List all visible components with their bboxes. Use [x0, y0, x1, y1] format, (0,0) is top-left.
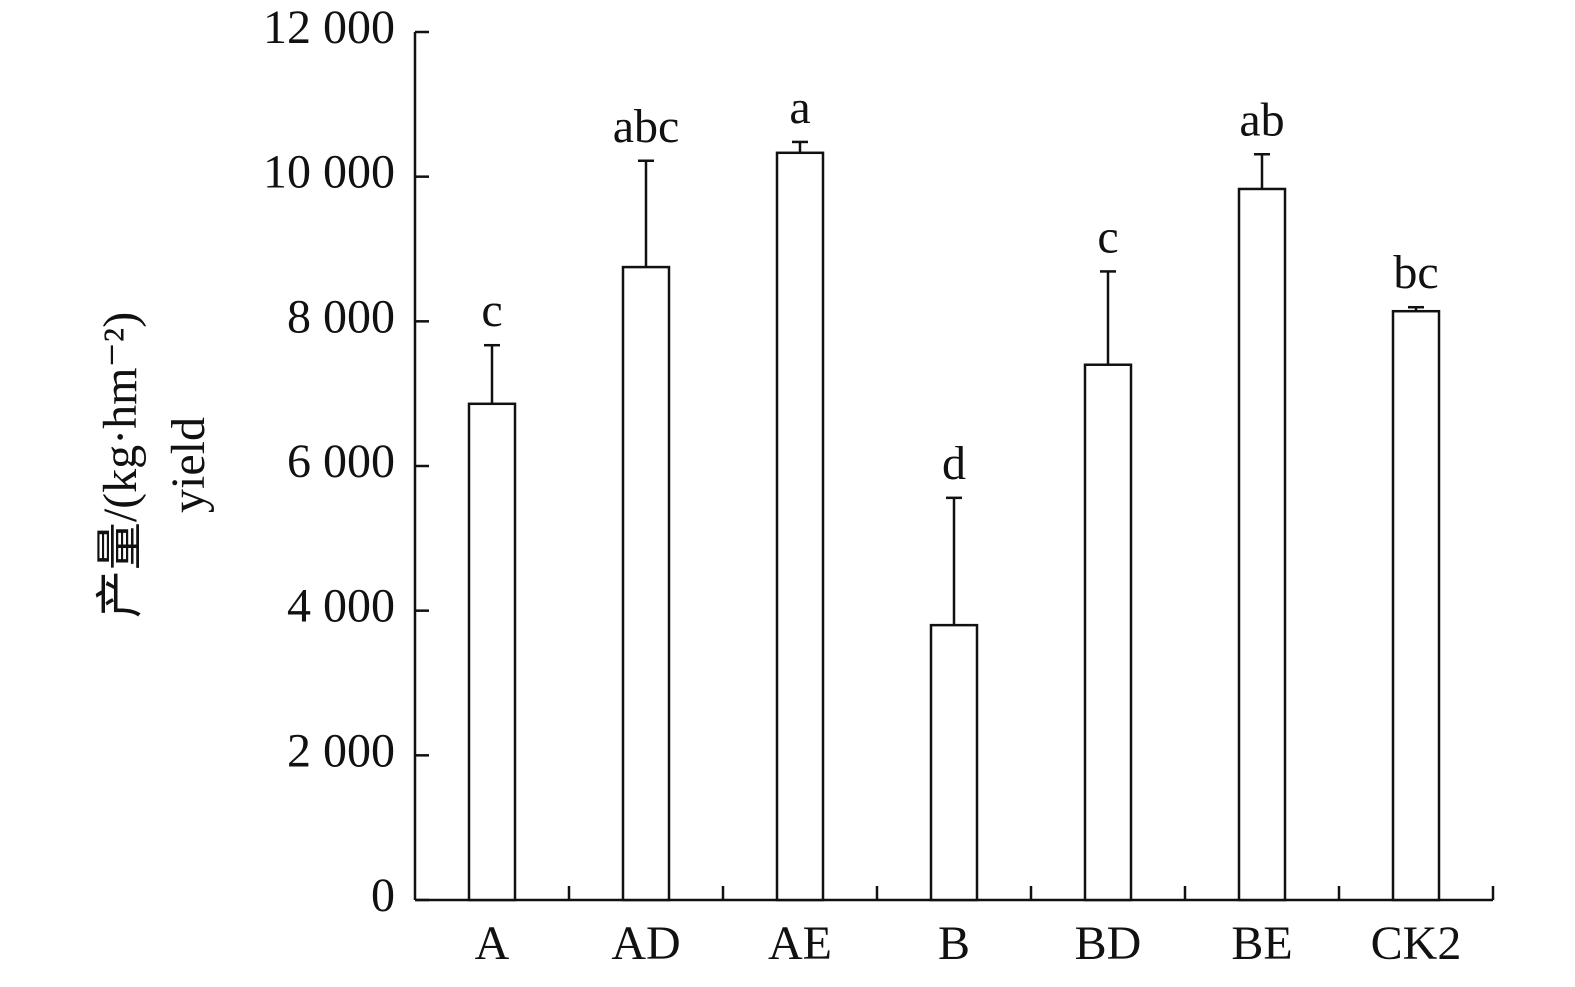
y-axis-label: yield: [162, 417, 215, 513]
bar: [1237, 187, 1287, 902]
y-axis-label: 产量/(kg·hm⁻²): [94, 312, 147, 618]
annotation: abc: [613, 100, 680, 153]
x-tick-label: BE: [1231, 917, 1292, 970]
x-tick-label: AE: [768, 917, 832, 970]
y-tick-label: 4 000: [287, 580, 395, 633]
bar: [1083, 363, 1133, 902]
annotation: c: [481, 284, 502, 337]
bar: [621, 265, 671, 902]
annotation: bc: [1393, 246, 1438, 299]
y-label-group: 产量/(kg·hm⁻²) yield: [94, 312, 215, 618]
y-tick-label: 8 000: [287, 290, 395, 343]
annotation: ab: [1239, 93, 1284, 146]
annotation: c: [1097, 210, 1118, 263]
y-tick-label: 6 000: [287, 435, 395, 488]
x-tick-label: B: [938, 917, 970, 970]
bar: [467, 402, 517, 902]
bar: [929, 623, 979, 902]
bar: [775, 151, 825, 902]
annotation: a: [789, 81, 810, 134]
x-tick-label: BD: [1075, 917, 1142, 970]
y-tick-label: 0: [371, 869, 395, 922]
y-tick-label: 12 000: [263, 1, 395, 54]
annotation: d: [942, 437, 966, 490]
y-tick-label: 10 000: [263, 146, 395, 199]
bar: [1391, 309, 1441, 902]
x-tick-label: AD: [611, 917, 680, 970]
y-tick-label: 2 000: [287, 724, 395, 777]
x-tick-label: A: [475, 917, 510, 970]
x-tick-label: CK2: [1371, 917, 1462, 970]
